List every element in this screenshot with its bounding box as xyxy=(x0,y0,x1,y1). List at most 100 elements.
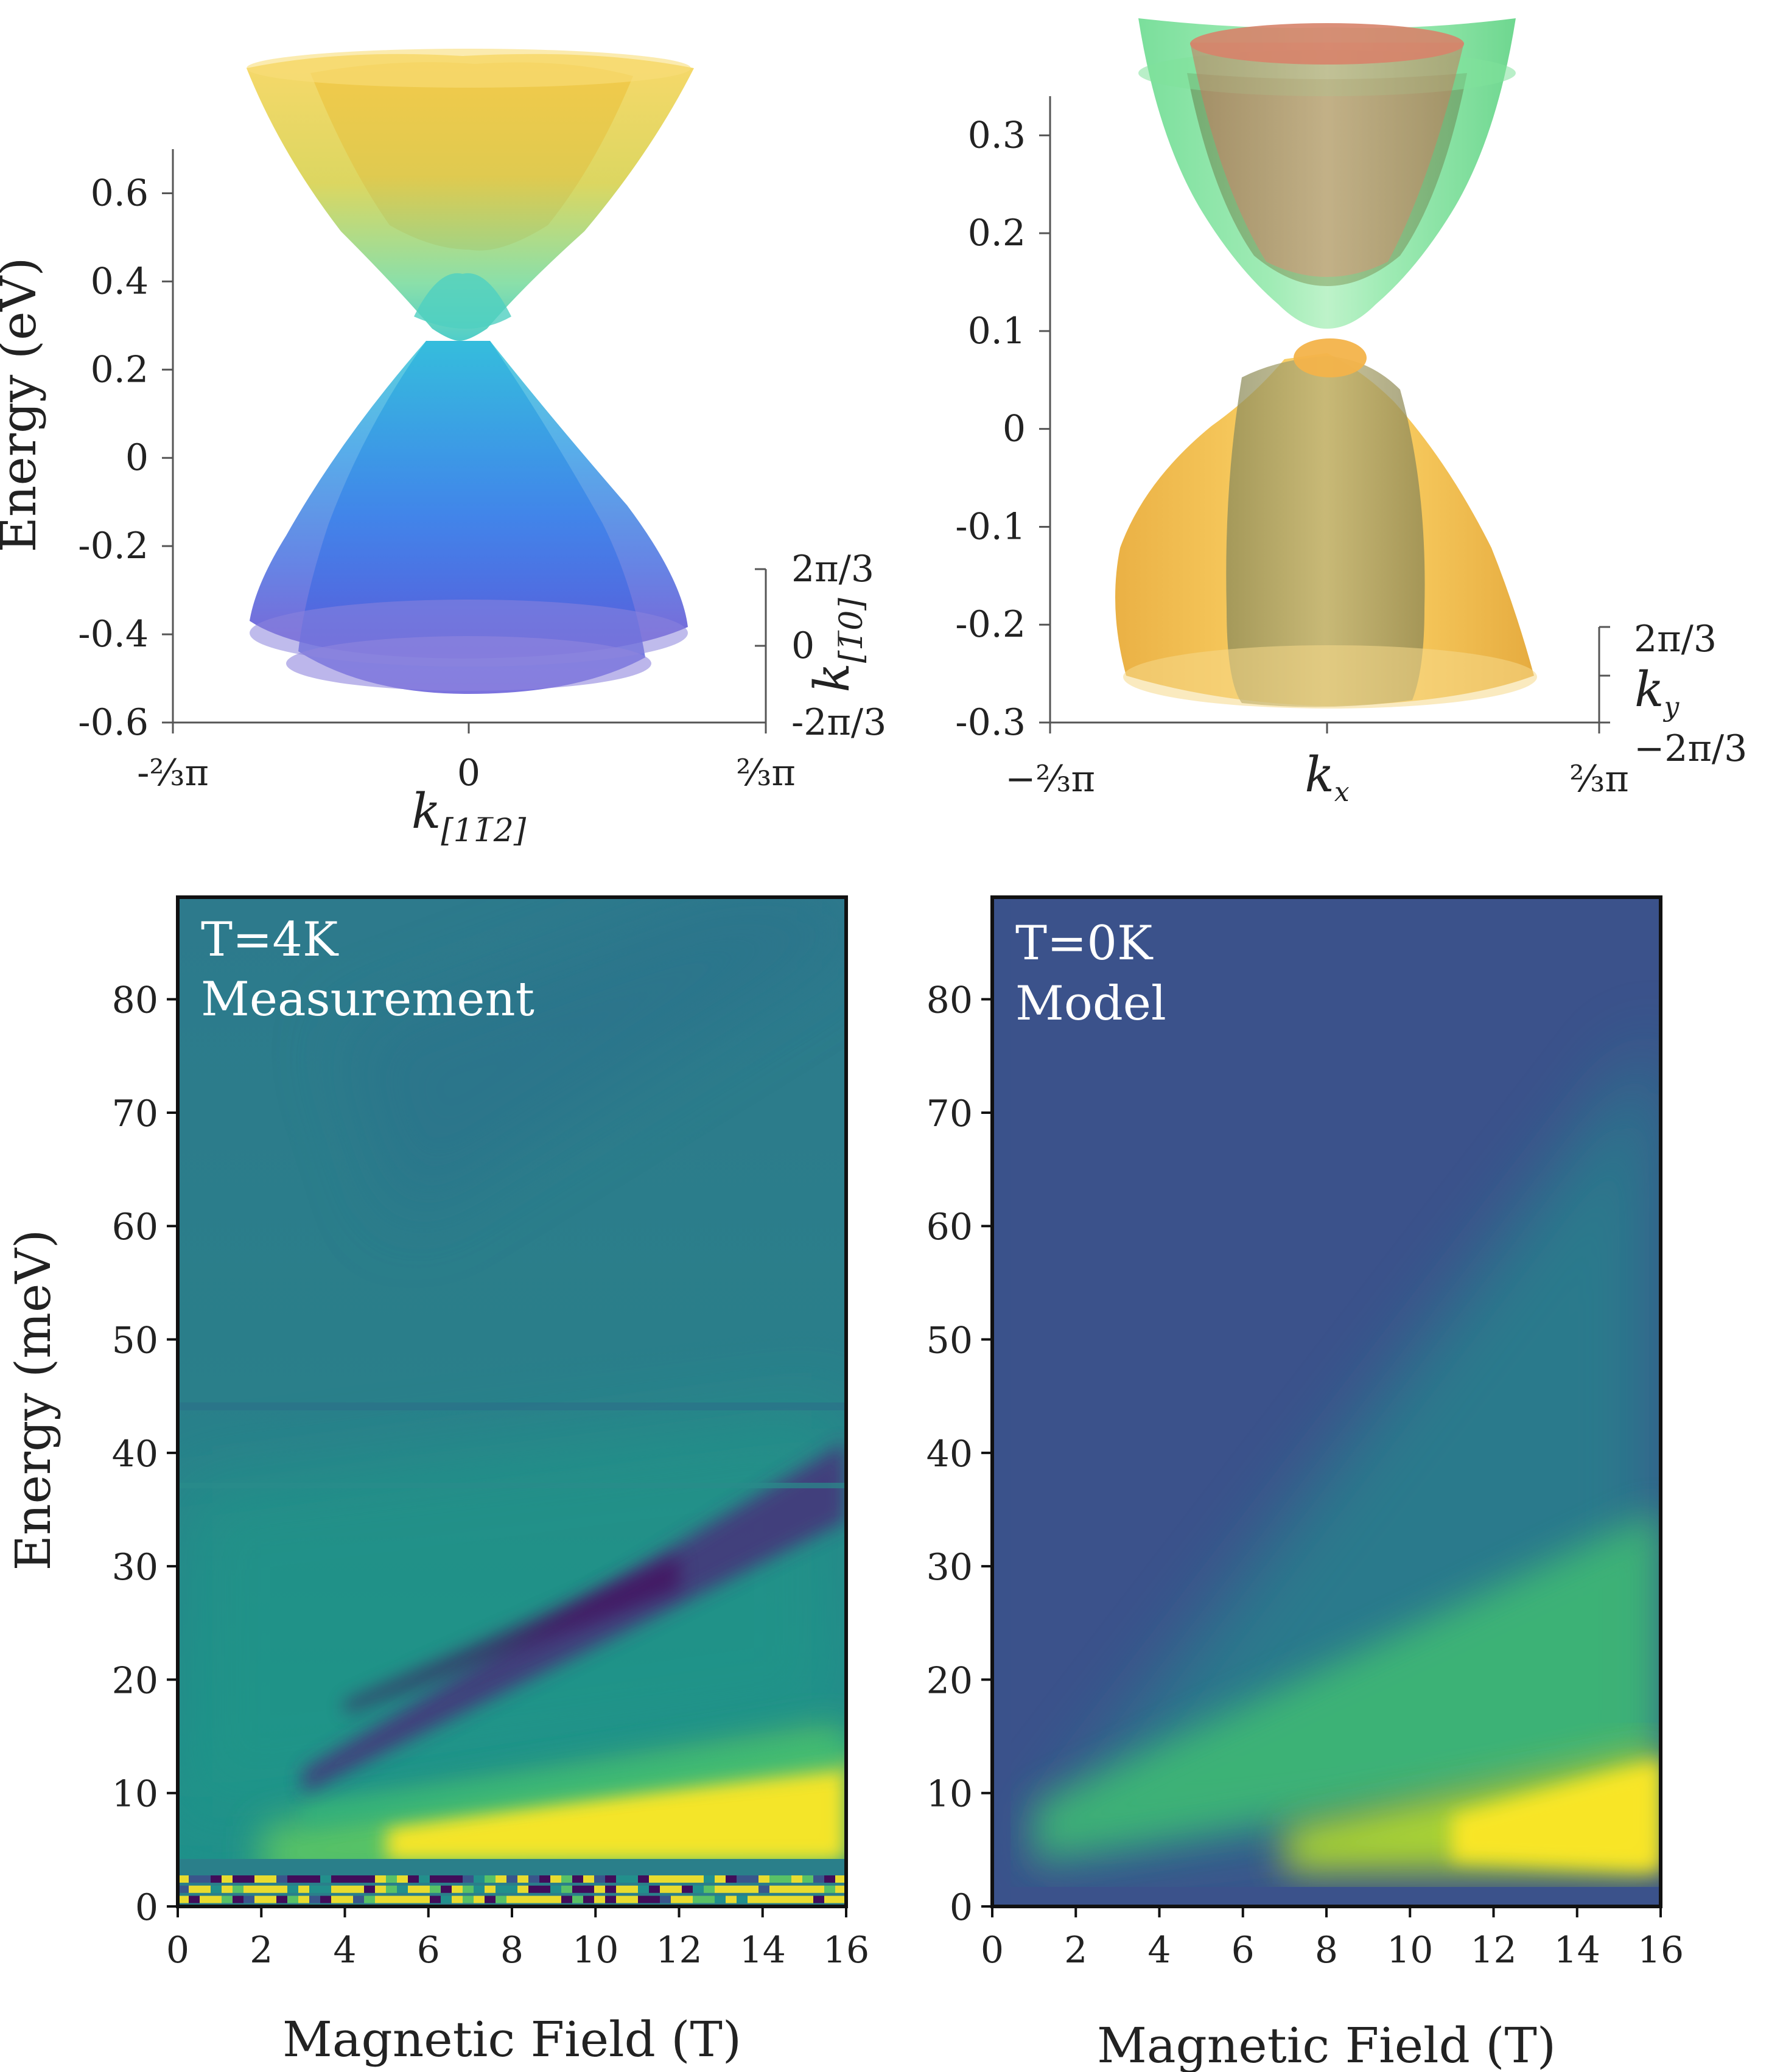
meas-noise-cell xyxy=(189,1885,200,1893)
meas-noise-cell xyxy=(298,1875,309,1883)
p2-ytick-label: 0 xyxy=(1003,408,1026,450)
meas-noise-cell xyxy=(802,1895,813,1903)
p4-ytick-label: 30 xyxy=(927,1546,973,1589)
meas-noise-cell xyxy=(243,1875,254,1883)
meas-noise-cell xyxy=(704,1875,715,1883)
p3-ytick-label: 60 xyxy=(112,1206,158,1248)
meas-noise-cell xyxy=(561,1895,572,1903)
p1-ytick-label: -0.6 xyxy=(78,701,149,744)
meas-noise-cell xyxy=(309,1885,320,1893)
meas-noise-cell xyxy=(233,1895,243,1903)
meas-noise-cell xyxy=(791,1885,802,1893)
meas-noise-cell xyxy=(254,1885,265,1893)
meas-noise-cell xyxy=(671,1895,682,1903)
p3-ytick-label: 40 xyxy=(112,1433,158,1475)
p3-annotation-temperature: T=4K xyxy=(201,912,339,967)
meas-noise-cell xyxy=(616,1885,627,1893)
meas-noise-cell xyxy=(813,1885,824,1893)
meas-noise-cell xyxy=(583,1895,594,1903)
meas-noise-cell xyxy=(780,1895,791,1903)
meas-noise-cell xyxy=(528,1885,539,1893)
p1-x-axis-title: k[11̅2] xyxy=(412,783,527,849)
p2-depth-ticks: 2π/3 −2π/3 xyxy=(1599,618,1747,770)
meas-noise-cell xyxy=(748,1895,758,1903)
meas-bright-band-core xyxy=(387,1759,846,1861)
meas-noise-cell xyxy=(430,1895,441,1903)
meas-noise-cell xyxy=(660,1875,671,1883)
p3-xtick-label: 2 xyxy=(250,1929,273,1972)
p3-y-ticks: 0 10 20 30 40 50 60 70 80 xyxy=(112,979,178,1929)
meas-noise-cell xyxy=(276,1885,287,1893)
meas-noise-cell xyxy=(254,1875,265,1883)
band-surface-left xyxy=(247,49,694,694)
p1-ytick-label: 0 xyxy=(125,436,149,479)
meas-noise-cell xyxy=(748,1885,758,1893)
meas-noise-cell xyxy=(791,1875,802,1883)
p1-x-ticks: -⅔π 0 ⅔π xyxy=(137,723,796,794)
p4-y-ticks: 0 10 20 30 40 50 60 70 80 xyxy=(927,979,992,1929)
meas-noise-cell xyxy=(265,1875,276,1883)
meas-noise-cell xyxy=(528,1895,539,1903)
meas-noise-cell xyxy=(463,1885,474,1893)
meas-noise-cell xyxy=(506,1875,517,1883)
meas-noise-cell xyxy=(463,1875,474,1883)
p3-x-axis-title: Magnetic Field (T) xyxy=(282,2011,741,2068)
meas-noise-cell xyxy=(572,1885,583,1893)
p1-depth-tick-label: 0 xyxy=(791,625,814,667)
meas-noise-cell xyxy=(408,1875,419,1883)
meas-noise-cell xyxy=(178,1875,189,1883)
p2-depth-tick-label: −2π/3 xyxy=(1634,727,1747,770)
meas-noise-cell xyxy=(561,1875,572,1883)
meas-noise-cell xyxy=(748,1875,758,1883)
meas-noise-cell xyxy=(693,1885,704,1893)
meas-noise-cell xyxy=(496,1895,506,1903)
meas-noise-cell xyxy=(780,1875,791,1883)
band-structure-right-panel: 0.3 0.2 0.1 0 -0.1 -0.2 -0.3 −⅔π ⅔π 2π/3 −2π/3 k… xyxy=(955,18,1747,808)
meas-noise-cell xyxy=(638,1875,649,1883)
p4-xtick-label: 2 xyxy=(1064,1929,1087,1972)
meas-noise-cell xyxy=(419,1885,430,1893)
p1-ytick-label: 0.4 xyxy=(91,260,149,303)
band-structure-left-panel: 0.6 0.4 0.2 0 -0.2 -0.4 -0.6 -⅔π 0 ⅔π 2π/3 0 -2π/3… xyxy=(0,49,886,849)
meas-noise-cell xyxy=(550,1875,561,1883)
meas-noise-cell xyxy=(364,1885,375,1893)
meas-noise-cell xyxy=(616,1895,627,1903)
meas-noise-cell xyxy=(835,1895,846,1903)
p3-xtick-label: 16 xyxy=(823,1929,869,1972)
model-green-band xyxy=(1034,1509,1661,1861)
meas-noise-cell xyxy=(287,1875,298,1883)
meas-noise-cell xyxy=(408,1895,419,1903)
p2-ytick-label: 0.3 xyxy=(968,114,1026,156)
p4-ytick-label: 50 xyxy=(927,1320,973,1362)
meas-noise-cell xyxy=(572,1895,583,1903)
p3-xtick-label: 14 xyxy=(740,1929,786,1972)
meas-noise-cell xyxy=(835,1875,846,1883)
meas-noise-cell xyxy=(331,1895,342,1903)
meas-noise-cell xyxy=(331,1875,342,1883)
heatmap-model-panel: 0 10 20 30 40 50 60 70 80 0 2 4 6 8 10 12 14 16 T=0K Mod… xyxy=(927,895,1684,2072)
meas-noise-cell xyxy=(243,1885,254,1893)
p1-depth-tick-label: -2π/3 xyxy=(791,701,886,744)
meas-noise-cell xyxy=(452,1895,463,1903)
meas-noise-cell xyxy=(386,1885,397,1893)
p3-ytick-label: 0 xyxy=(135,1886,158,1929)
meas-noise-cell xyxy=(211,1895,222,1903)
p1-xtick-label: -⅔π xyxy=(137,752,209,794)
p2-x-ticks: −⅔π ⅔π xyxy=(1005,723,1629,800)
meas-noise-cell xyxy=(758,1875,769,1883)
meas-noise-cell xyxy=(386,1875,397,1883)
meas-noise-cell xyxy=(572,1875,583,1883)
meas-noise-cell xyxy=(452,1875,463,1883)
p4-ytick-label: 40 xyxy=(927,1433,973,1475)
meas-noise-cell xyxy=(375,1895,386,1903)
meas-noise-cell xyxy=(726,1895,737,1903)
meas-noise-cell xyxy=(682,1875,693,1883)
p3-ytick-label: 50 xyxy=(112,1320,158,1362)
meas-noise-cell xyxy=(276,1875,287,1883)
p1-depth-ticks: 2π/3 0 -2π/3 xyxy=(755,548,886,744)
p2-x-axis-title: kx xyxy=(1305,746,1349,808)
meas-noise-cell xyxy=(397,1875,408,1883)
meas-noise-cell xyxy=(474,1875,485,1883)
p3-xtick-label: 4 xyxy=(333,1929,356,1972)
meas-noise-cell xyxy=(835,1885,846,1893)
